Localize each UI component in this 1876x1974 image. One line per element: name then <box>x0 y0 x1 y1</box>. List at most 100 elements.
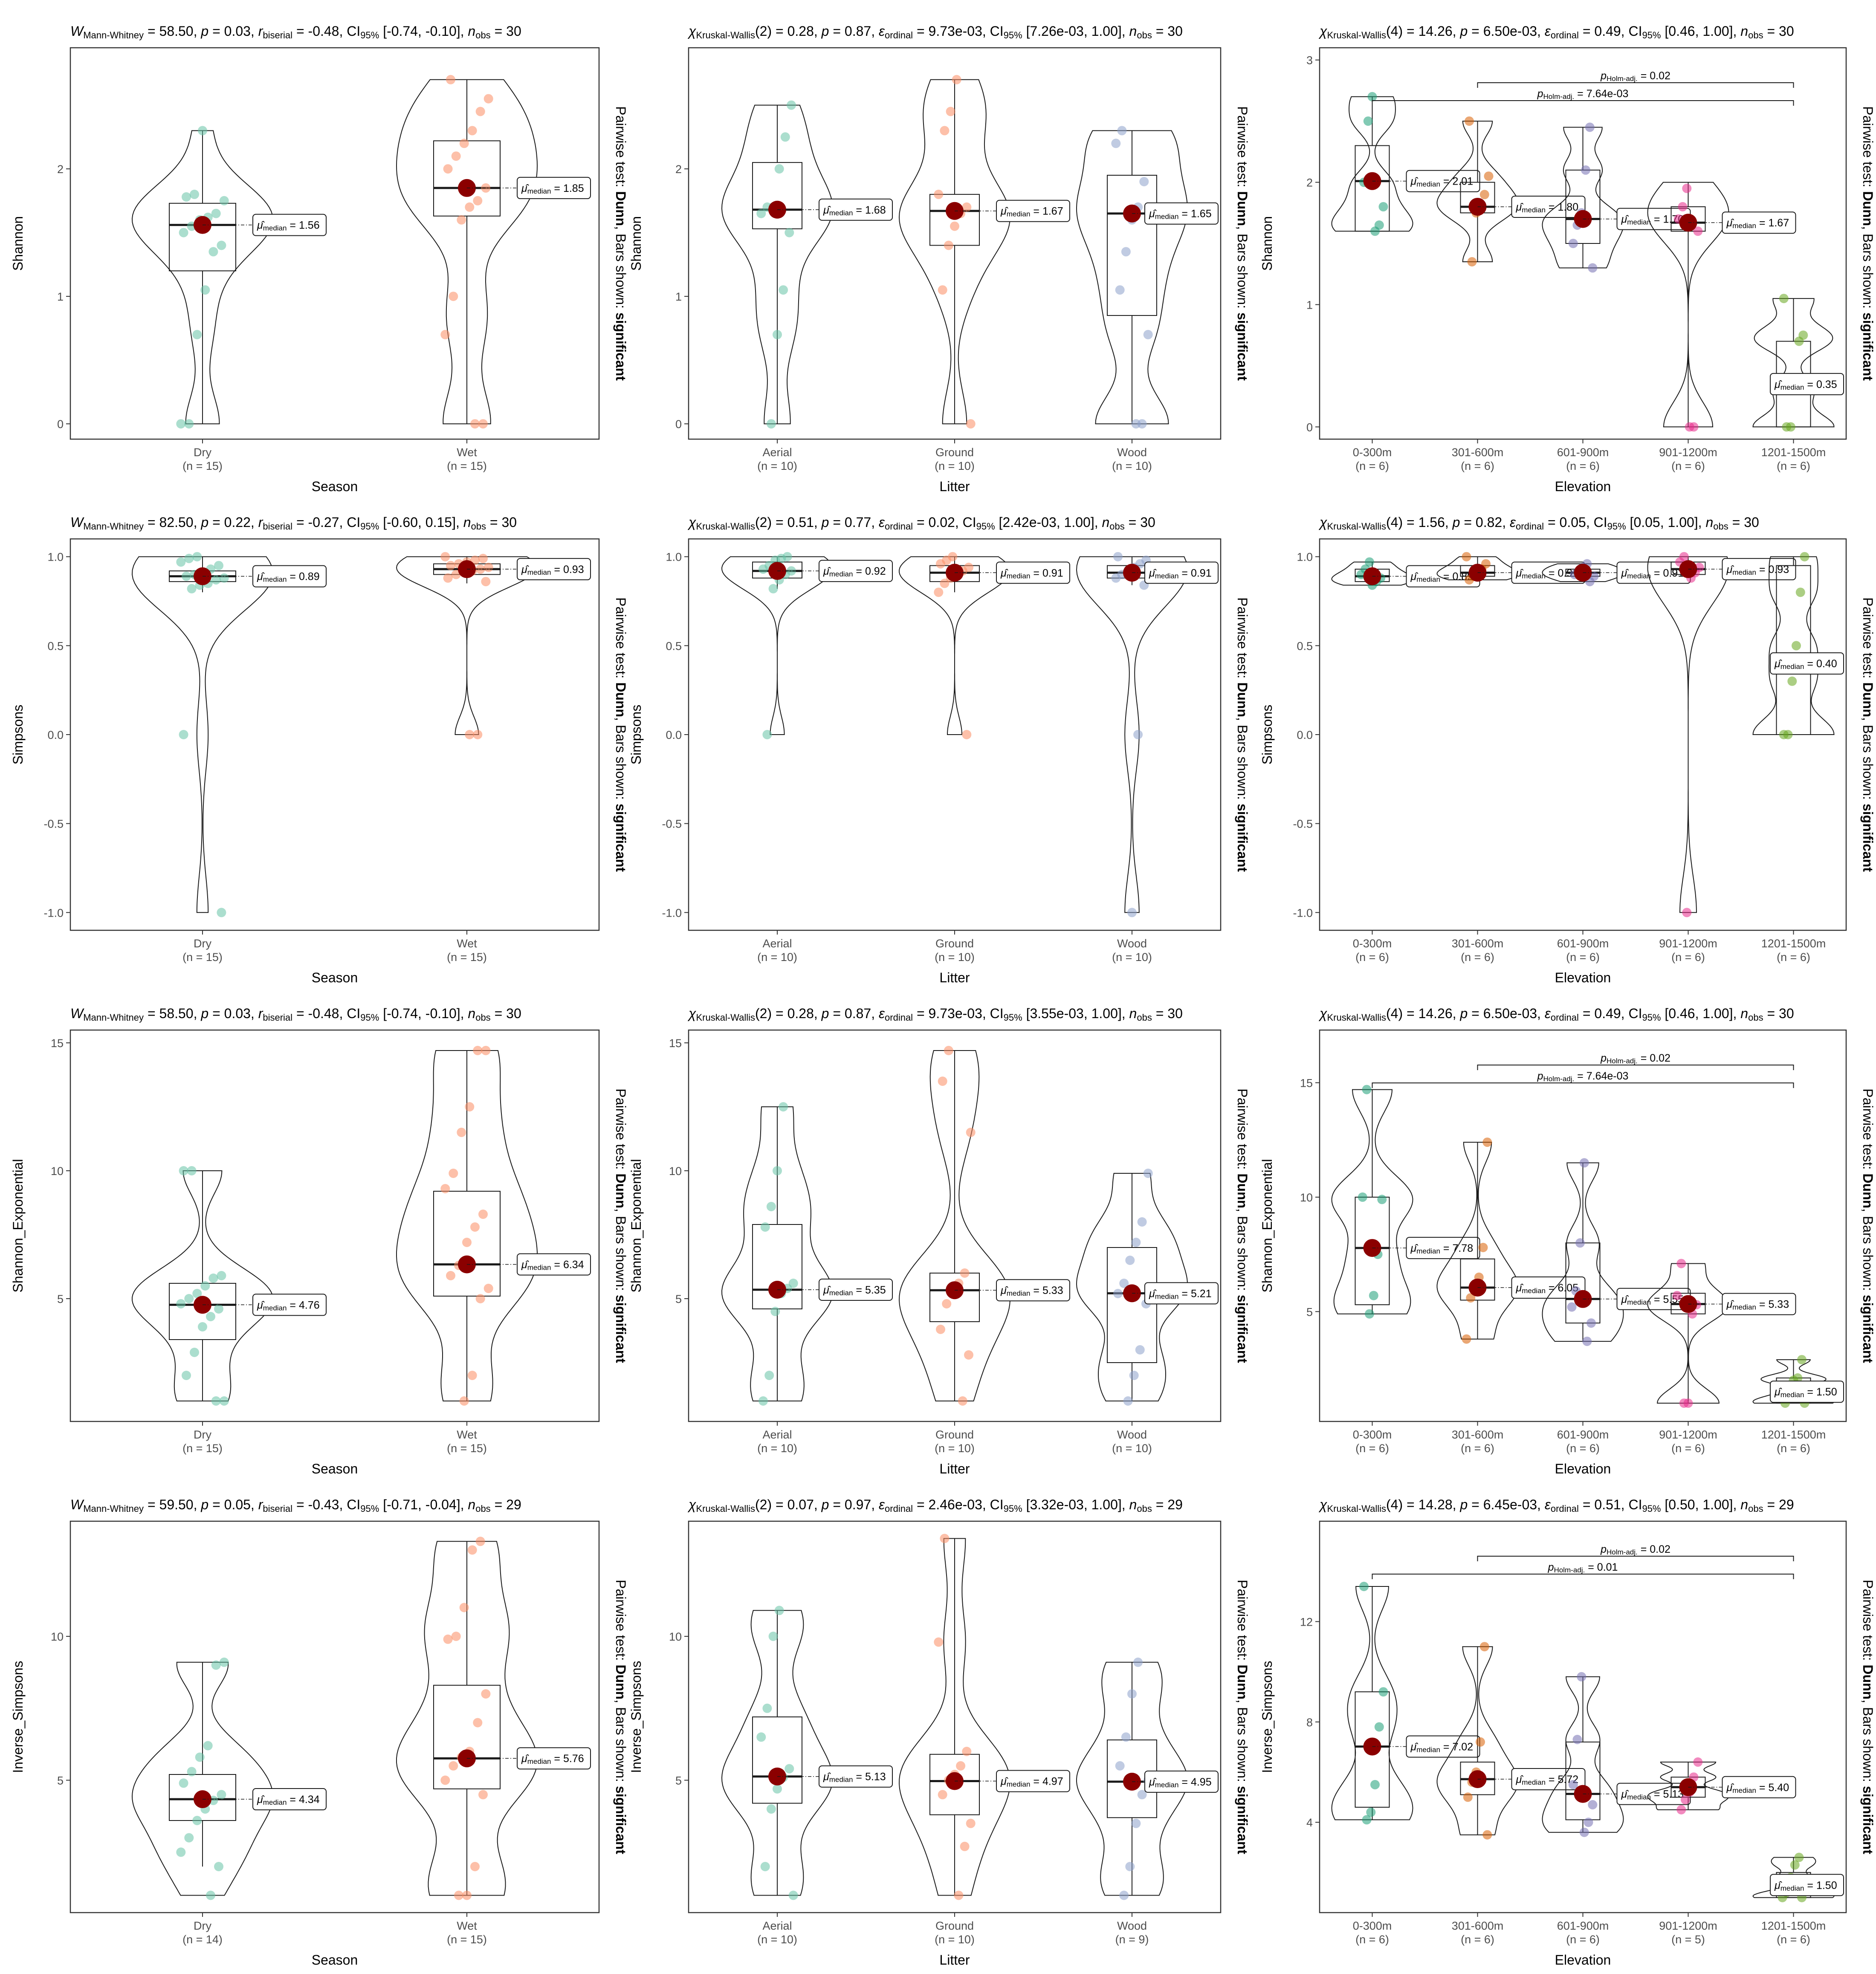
data-point <box>1479 190 1489 200</box>
pairwise-test: Dunn <box>613 1173 628 1208</box>
violin-outline <box>131 556 274 913</box>
median-subscript: median <box>1780 383 1804 391</box>
data-point <box>1793 1373 1803 1383</box>
median-label-box <box>1511 195 1586 218</box>
x-tick-count: (n = 10) <box>935 460 975 472</box>
data-point <box>457 1128 466 1137</box>
stat-part: p <box>200 23 208 39</box>
stat-part: 95% <box>1642 1503 1661 1514</box>
pairwise-middle: , Bars shown: <box>1860 1208 1876 1295</box>
data-point <box>483 1284 493 1293</box>
data-point <box>1363 116 1373 126</box>
stat-part: Kruskal-Wallis <box>1327 1503 1386 1514</box>
box <box>433 1191 501 1297</box>
data-point <box>475 1537 485 1546</box>
stat-part: = 82.50, <box>144 515 201 530</box>
data-point <box>1131 1238 1141 1247</box>
stat-part: (4) = 14.26, <box>1386 23 1460 39</box>
stat-part: p <box>821 1497 829 1512</box>
stat-subtitle: χKruskal-Wallis(2) = 0.28, p = 0.87, εor… <box>687 23 1183 41</box>
group-301-600m: 301-600m(n = 6) μ̂median = 5.72 <box>1436 1642 1586 1946</box>
data-point <box>942 1299 952 1308</box>
x-tick-count: (n = 6) <box>1671 951 1705 964</box>
stat-subtitle: WMann-Whitney = 59.50, p = 0.05, rbiseri… <box>70 1497 521 1514</box>
stat-part: p <box>1459 1497 1468 1512</box>
stat-part: = 9.73e-03, CI <box>913 1006 1004 1021</box>
stat-part: Kruskal-Wallis <box>696 30 755 41</box>
stat-part: Kruskal-Wallis <box>1327 1012 1386 1023</box>
x-tick-label: 901-1200m <box>1659 446 1717 459</box>
data-point <box>1478 1243 1488 1252</box>
data-point <box>1131 1818 1141 1828</box>
stat-part: = 0.49, CI <box>1579 1006 1642 1021</box>
group-0-300m: 0-300m(n = 6)μ̂median = 0.89 <box>1331 557 1480 964</box>
x-tick-label: 601-900m <box>1557 937 1609 950</box>
median-label: μ̂median = 6.34 <box>521 1259 584 1272</box>
stat-part: (4) = 1.56, <box>1386 515 1453 530</box>
pairwise-note: Pairwise test: Dunn, Bars shown: signifi… <box>1860 106 1876 381</box>
panel-inverse_simpsons-season: 5 10 Inverse_Simpsons Season WMann-Whitney =… <box>10 1497 628 1968</box>
violin-outline <box>899 556 1010 735</box>
data-point <box>467 1371 477 1380</box>
pairwise-test: Dunn <box>613 682 628 717</box>
median-label: μ̂median = 5.33 <box>1726 1299 1789 1311</box>
data-point <box>459 1603 469 1612</box>
median-value: = 1.50 <box>1804 1879 1837 1891</box>
stat-subtitle: WMann-Whitney = 58.50, p = 0.03, rbiseri… <box>70 1006 521 1023</box>
median-label: μ̂median = 4.76 <box>257 1299 320 1312</box>
median-subscript: median <box>1155 213 1179 221</box>
group-wood: Wood(n = 10)μ̂median = 1.65 <box>1076 126 1219 472</box>
bracket-p: p <box>1600 70 1607 82</box>
stat-part: = 0.49, CI <box>1579 23 1642 39</box>
stat-part: = 29 <box>1152 1497 1183 1512</box>
data-point <box>465 202 475 212</box>
x-tick-label: Dry <box>194 937 211 950</box>
data-point <box>1378 1687 1388 1697</box>
group-ground: Ground(n = 10) μ̂median = 1.67 <box>898 75 1070 472</box>
y-tick-label: -1.0 <box>662 906 682 919</box>
stat-part: p <box>200 1006 208 1021</box>
x-tick-label: 1201-1500m <box>1761 446 1826 459</box>
median-subscript: median <box>1627 572 1651 580</box>
data-point <box>954 1890 964 1900</box>
y-tick-label: 0 <box>675 418 682 431</box>
bracket-line <box>1372 1083 1794 1088</box>
x-tick-label: Wet <box>457 1919 477 1932</box>
x-tick-label: 301-600m <box>1452 1428 1504 1441</box>
violin-outline <box>1076 1173 1188 1401</box>
stat-part: 95% <box>360 30 379 41</box>
stat-part: [3.32e-03, 1.00], <box>1022 1497 1129 1512</box>
pairwise-note: Pairwise test: Dunn, Bars shown: signifi… <box>1860 1088 1876 1363</box>
y-axis-title: Simpsons <box>1259 705 1275 765</box>
data-point <box>787 100 796 110</box>
violin-outline <box>1542 1162 1624 1342</box>
x-tick-count: (n = 10) <box>757 1933 797 1946</box>
stat-part: n <box>468 1497 475 1512</box>
median-label-box <box>1144 562 1219 584</box>
data-point <box>962 202 972 212</box>
x-tick-label: 301-600m <box>1452 937 1504 950</box>
pairwise-shown: significant <box>1235 804 1250 872</box>
violin-outline <box>1076 556 1188 913</box>
data-point <box>195 1752 205 1762</box>
median-label: μ̂median = 0.91 <box>1000 567 1063 580</box>
x-tick-label: 901-1200m <box>1659 1919 1717 1932</box>
data-point <box>443 1634 453 1644</box>
data-point <box>1482 1830 1492 1840</box>
median-label: μ̂median = 0.91 <box>1621 567 1684 580</box>
data-point <box>451 570 461 579</box>
stat-part: obs <box>1748 30 1763 41</box>
x-tick-label: 601-900m <box>1557 446 1609 459</box>
data-point <box>773 330 782 339</box>
bracket-p: p <box>1600 1052 1607 1064</box>
median-subscript: median <box>1627 218 1651 226</box>
stat-part: Mann-Whitney <box>83 30 144 41</box>
median-label: μ̂median = 0.93 <box>521 564 584 576</box>
data-point <box>190 1348 199 1357</box>
bracket-sub: Holm-adj. <box>1554 1566 1585 1574</box>
box <box>433 1685 501 1789</box>
data-point <box>1798 330 1808 340</box>
bracket-p: p <box>1537 88 1543 100</box>
stat-part: 95% <box>360 1012 379 1023</box>
data-point <box>217 1790 226 1800</box>
